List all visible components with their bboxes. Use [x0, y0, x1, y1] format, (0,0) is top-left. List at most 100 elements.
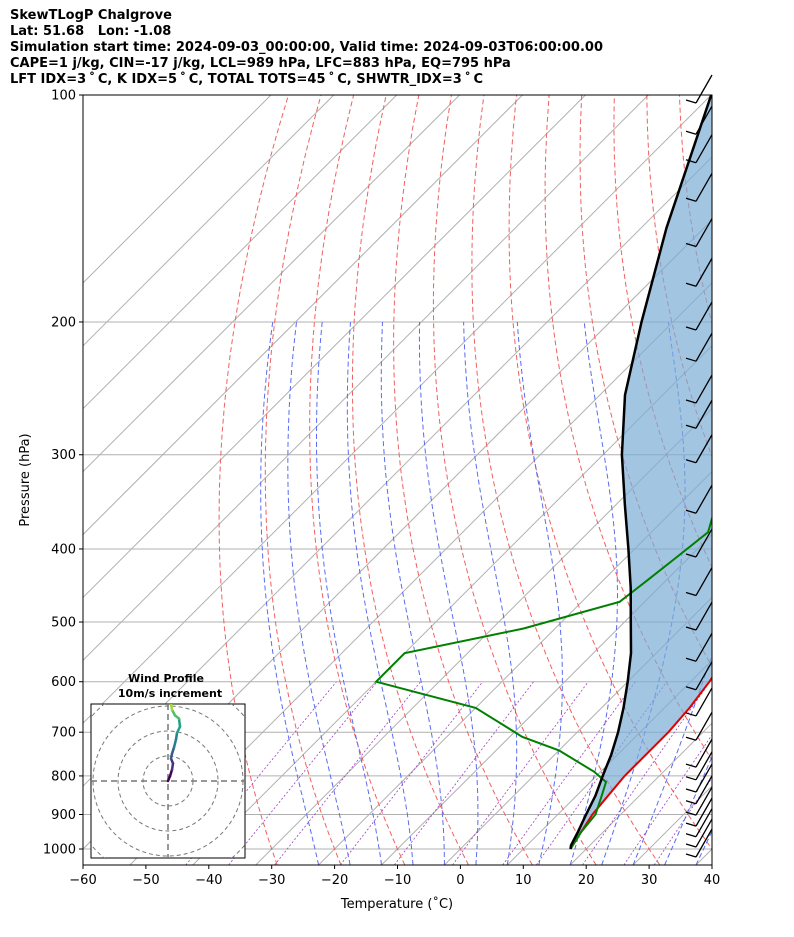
mixing-ratio-line	[228, 681, 378, 865]
isotherm	[83, 95, 523, 536]
dry-adiabat	[579, 95, 712, 668]
dry-adiabat	[745, 95, 794, 865]
wind-barb-staff	[695, 172, 713, 202]
parcel-profile-line	[569, 95, 712, 850]
isotherm	[444, 596, 712, 865]
y-tick-label: 800	[51, 769, 76, 784]
hodograph-ring	[117, 730, 219, 832]
isotherm	[83, 95, 712, 724]
wind-barb	[685, 786, 713, 816]
wind-barb	[685, 257, 713, 287]
wind-barb	[685, 601, 713, 631]
title-line-2: Lat: 51.68 Lon: -1.08	[10, 24, 172, 39]
wind-barb-flag	[685, 326, 697, 331]
wind-barb-staff	[695, 105, 713, 135]
wind-barb-staff	[695, 257, 713, 287]
wind-barb-staff	[695, 797, 713, 827]
wind-barb	[685, 818, 713, 848]
x-tick-label: −20	[321, 873, 348, 888]
y-tick-label: 500	[51, 616, 76, 631]
wind-barb	[685, 399, 713, 429]
wind-barb-flag	[685, 99, 697, 104]
wind-barb	[685, 775, 713, 805]
wind-barb-flag	[685, 833, 697, 838]
wind-barb-flag	[685, 822, 697, 827]
wind-barb-staff	[695, 528, 713, 558]
wind-barb-staff	[695, 711, 713, 741]
y-tick-label: 900	[51, 808, 76, 823]
dry-adiabat	[508, 95, 712, 850]
wind-barbs	[685, 74, 713, 858]
wind-barb-flag	[685, 811, 697, 816]
wind-barb-staff	[695, 74, 713, 104]
wind-barb-flag	[685, 776, 697, 781]
wind-barb	[685, 105, 713, 135]
mixing-ratio-line	[582, 681, 711, 865]
hodograph	[91, 704, 245, 858]
moist-adiabat	[418, 321, 479, 865]
wind-barb-flag	[685, 130, 697, 135]
dry-adiabat	[309, 95, 406, 865]
mixing-ratio-line	[653, 777, 712, 865]
wind-barb-staff	[695, 751, 713, 781]
wind-barb-staff	[695, 332, 713, 362]
y-tick-label: 400	[51, 542, 76, 557]
dry-adiabat	[218, 95, 289, 865]
wind-barb	[685, 484, 713, 514]
wind-barb-staff	[695, 301, 713, 331]
x-tick-label: −30	[258, 873, 285, 888]
moist-adiabat	[287, 321, 351, 865]
moist-adiabat	[260, 321, 320, 865]
wind-barb-flag	[685, 657, 697, 662]
dewpoint-line	[374, 515, 712, 850]
wind-barb	[685, 301, 713, 331]
wind-barb	[685, 567, 713, 597]
isotherm	[83, 95, 398, 410]
title-line-3: Simulation start time: 2024-09-03_00:00:…	[10, 40, 603, 55]
moist-adiabat	[516, 321, 563, 865]
y-tick-label: 600	[51, 675, 76, 690]
x-axis-label: Temperature (˚C)	[340, 896, 453, 912]
wind-barb	[685, 172, 713, 202]
wind-barb-staff	[695, 818, 713, 848]
wind-barb-staff	[695, 601, 713, 631]
series-layer	[374, 95, 712, 850]
wind-barb-staff	[695, 786, 713, 816]
wind-barb-flag	[685, 197, 697, 202]
wind-barb	[685, 434, 713, 464]
isotherm	[381, 533, 712, 865]
wind-barb-flag	[685, 843, 697, 848]
chart-title-block: SkewTLogP Chalgrove Lat: 51.68 Lon: -1.0…	[10, 8, 603, 88]
inset-title: Wind Profile	[128, 672, 204, 685]
x-tick-label: 30	[641, 873, 658, 888]
wind-barb	[685, 687, 713, 717]
wind-barb-staff	[695, 808, 713, 838]
wind-barb-staff	[695, 134, 713, 164]
isotherm	[83, 95, 272, 284]
wind-barb-flag	[685, 282, 697, 287]
y-tick-label: 1000	[43, 843, 76, 858]
mixing-ratio-line	[623, 734, 712, 865]
wind-barb-staff	[695, 434, 713, 464]
mixing-ratio-line	[394, 681, 534, 865]
y-axis-label: Pressure (hPa)	[18, 433, 33, 526]
wind-barb-flag	[685, 553, 697, 558]
wind-barb-staff	[695, 484, 713, 514]
y-tick-label: 700	[51, 726, 76, 741]
title-line-4: CAPE=1 j/kg, CIN=-17 j/kg, LCL=989 hPa, …	[10, 56, 511, 71]
temperature-line	[569, 676, 712, 850]
wind-barb	[685, 808, 713, 838]
axis-ticks: −60 −50 −40 −30 −20 −10 0 10 20 30 40 1000 900 800 700…	[43, 89, 720, 889]
wind-barb-staff	[695, 632, 713, 662]
x-tick-label: 20	[578, 873, 595, 888]
isotherm	[83, 95, 649, 662]
moist-adiabat	[632, 653, 712, 865]
x-tick-label: 40	[704, 873, 721, 888]
isotherm	[255, 407, 712, 865]
wind-barb-flag	[685, 712, 697, 717]
wind-barb-flag	[685, 459, 697, 464]
isotherm	[83, 95, 460, 473]
wind-barb-staff	[695, 374, 713, 404]
isotherm	[129, 282, 712, 865]
